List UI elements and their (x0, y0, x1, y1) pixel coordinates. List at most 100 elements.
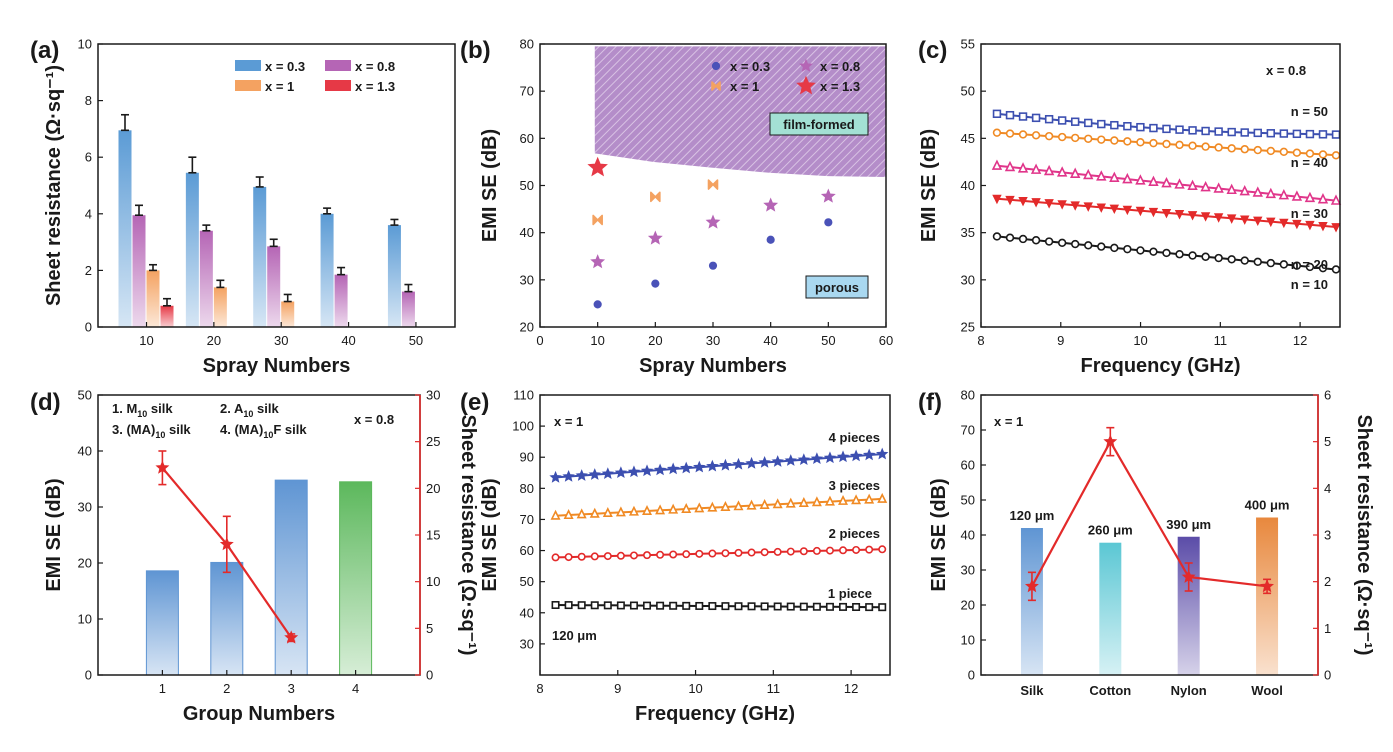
series-label: n = 20 (1291, 257, 1328, 272)
y-axis-title: Sheet resistance (Ω·sq⁻¹) (43, 65, 65, 306)
data-point (707, 501, 718, 512)
legend-item-suffix: silk (165, 422, 191, 437)
data-point (1122, 205, 1133, 216)
data-point (1214, 253, 1223, 263)
panel-label-c: (c) (918, 37, 947, 64)
point-x0.8 (705, 214, 721, 229)
series-label: 1 piece (828, 586, 872, 601)
y-axis-title: EMI SE (dB) (928, 478, 950, 591)
data-point (1109, 171, 1120, 182)
data-point (1252, 186, 1263, 197)
y-axis-title: EMI SE (dB) (479, 478, 501, 591)
data-point (797, 453, 811, 465)
series-label: n = 30 (1291, 206, 1328, 221)
y-tick-label: 80 (520, 37, 534, 52)
data-point (694, 502, 705, 513)
data-point (1084, 241, 1093, 250)
x-tick-label: 10 (1133, 333, 1147, 348)
data-point (1266, 129, 1276, 138)
data-point (577, 552, 586, 561)
legend-item: 4. (MA)10F silk (220, 422, 307, 440)
bar-wool (1256, 517, 1279, 675)
data-point (1070, 117, 1080, 126)
bar-x1-10 (146, 270, 160, 327)
data-point (1201, 252, 1210, 261)
point-x0.3 (824, 218, 833, 227)
y-tick-label: 40 (961, 178, 975, 193)
data-point (1057, 200, 1067, 210)
data-point (1096, 170, 1107, 181)
data-point (1136, 138, 1145, 147)
data-point (1084, 134, 1093, 143)
y-tick-label: 50 (520, 574, 534, 589)
x-tick-label: 9 (1057, 333, 1064, 348)
legend-item-sub: 10 (155, 430, 165, 440)
data-point (1057, 116, 1067, 125)
data-point (1253, 145, 1262, 155)
data-point (1018, 130, 1028, 139)
data-point (1331, 223, 1341, 233)
bar-silk (1020, 528, 1043, 675)
y-tick-label: 110 (513, 388, 534, 403)
legend-label: x = 0.8 (820, 59, 860, 74)
data-point (1292, 261, 1302, 270)
data-point (1109, 204, 1120, 215)
y-tick-label: 50 (78, 388, 92, 403)
data-point (550, 509, 561, 520)
data-point (1265, 187, 1277, 199)
point-x0.8 (590, 254, 606, 269)
y-tick-label: 20 (961, 598, 975, 613)
y-tick-label: 50 (520, 178, 534, 193)
data-point (1227, 144, 1236, 153)
data-point (643, 601, 652, 610)
point-x0.3 (593, 300, 602, 309)
data-point (1292, 148, 1302, 157)
data-point (721, 549, 730, 558)
legend-item-suffix: silk (147, 401, 173, 416)
x-tick-label: 1 (159, 681, 166, 696)
data-point (682, 601, 691, 610)
data-point (1005, 233, 1015, 242)
y-tick-label: 30 (520, 272, 534, 287)
data-point (1136, 122, 1145, 132)
data-point (706, 459, 719, 472)
data-point (1031, 236, 1041, 245)
data-point (862, 448, 876, 461)
legend-item-suffix: F silk (273, 422, 307, 437)
data-point (799, 602, 808, 611)
series-label: n = 40 (1291, 155, 1328, 170)
bar-x0.3-50 (387, 225, 401, 327)
data-point (1110, 136, 1119, 145)
data-point (1279, 218, 1289, 229)
y-tick-label: 0 (85, 668, 92, 683)
data-point (1318, 150, 1328, 159)
bar-group-4 (339, 481, 373, 676)
legend-label: x = 0.3 (265, 59, 305, 74)
data-point (812, 546, 821, 555)
data-point (1005, 195, 1015, 206)
data-point (1018, 234, 1028, 244)
series-label: n = 10 (1291, 277, 1328, 292)
data-point (1174, 210, 1185, 220)
x-tick-label: Wool (1251, 683, 1283, 698)
data-point (653, 463, 667, 476)
resistance-point (1260, 579, 1274, 593)
x-axis-title: Frequency (GHz) (635, 703, 795, 725)
data-point (1213, 213, 1224, 223)
data-point (1057, 132, 1067, 142)
data-point (1318, 222, 1328, 232)
data-point (590, 601, 599, 610)
data-point (1240, 128, 1249, 137)
porous-label: porous (815, 280, 859, 295)
y-tick-label: 4 (85, 206, 92, 221)
film-formed-region (594, 46, 886, 177)
x-tick-label: 4 (352, 681, 359, 696)
data-point (628, 505, 639, 516)
data-point (747, 548, 756, 557)
x-tick-label: 30 (274, 333, 288, 348)
data-point (614, 466, 628, 479)
data-point (551, 553, 560, 562)
data-point (784, 454, 797, 466)
x-tick-label: 50 (409, 333, 423, 348)
data-point (603, 601, 612, 610)
